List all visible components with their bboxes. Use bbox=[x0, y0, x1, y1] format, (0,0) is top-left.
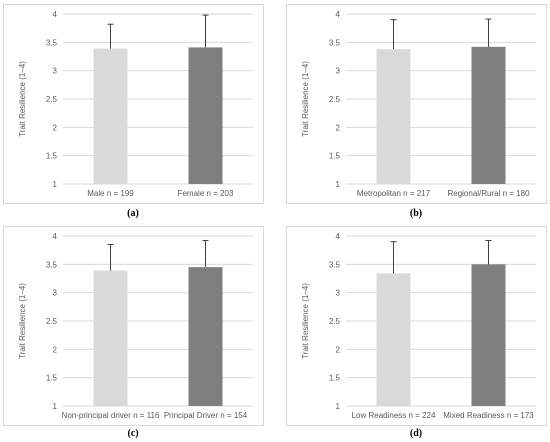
y-tick-label: 4 bbox=[53, 10, 58, 19]
y-tick-label: 2 bbox=[336, 345, 341, 354]
bar bbox=[93, 270, 128, 406]
panel-c-chart: 1 1.5 2 2.5 3 3.5 4 Trait Resilience (1–4) Non-p… bbox=[18, 232, 253, 420]
y-tick-label: 2.5 bbox=[329, 95, 341, 104]
bar bbox=[188, 47, 223, 184]
y-tick-label: 2 bbox=[53, 123, 58, 132]
panel-c-label: (c) bbox=[127, 428, 139, 439]
y-tick-label: 2.5 bbox=[329, 317, 341, 326]
bar bbox=[471, 46, 506, 184]
y-tick-label: 3.5 bbox=[329, 260, 341, 269]
y-tick-label: 4 bbox=[53, 232, 58, 241]
panel-d-label: (d) bbox=[409, 428, 423, 439]
y-tick-label: 2.5 bbox=[46, 95, 58, 104]
y-tick-label: 1 bbox=[53, 402, 58, 411]
bar bbox=[376, 49, 411, 185]
bar bbox=[188, 267, 223, 406]
y-tick-label: 4 bbox=[336, 10, 341, 19]
bar bbox=[471, 264, 506, 406]
panel-b-label: (b) bbox=[409, 208, 423, 219]
y-tick-label: 3.5 bbox=[46, 38, 58, 47]
y-tick-label: 3.5 bbox=[329, 38, 341, 47]
x-category-label: Metropolitan n = 217 bbox=[357, 189, 431, 198]
y-tick-label: 2 bbox=[53, 345, 58, 354]
panel-b-chart: 1 1.5 2 2.5 3 3.5 4 Trait Resilience (1–4) Metro… bbox=[301, 10, 536, 198]
x-category-label: Regional/Rural n = 180 bbox=[447, 189, 530, 198]
x-category-label: Female n = 203 bbox=[178, 189, 234, 198]
y-tick-label: 1.5 bbox=[329, 152, 341, 161]
y-tick-label: 3 bbox=[53, 289, 58, 298]
x-category-label: Principal Driver n = 154 bbox=[164, 411, 248, 420]
x-category-label: Male n = 199 bbox=[87, 189, 134, 198]
x-category-label: Low Readiness n = 224 bbox=[352, 411, 436, 420]
panel-d-chart: 1 1.5 2 2.5 3 3.5 4 Trait Resilience (1–4) Low R… bbox=[301, 232, 536, 420]
panel-a-label: (a) bbox=[127, 208, 139, 219]
y-tick-label: 4 bbox=[336, 232, 341, 241]
y-tick-label: 3 bbox=[336, 67, 341, 76]
y-tick-label: 3 bbox=[336, 289, 341, 298]
y-axis-label: Trait Resilience (1–4) bbox=[301, 283, 310, 359]
y-tick-label: 2.5 bbox=[46, 317, 58, 326]
x-category-label: Non-principal driver n = 116 bbox=[62, 411, 160, 420]
y-axis-label: Trait Resilience (1–4) bbox=[18, 283, 27, 359]
y-tick-label: 3.5 bbox=[46, 260, 58, 269]
panel-a-chart: 1 1.5 2 2.5 3 3.5 4 Trait Resilience (1–4) Male … bbox=[18, 10, 253, 198]
y-tick-label: 1 bbox=[53, 180, 58, 189]
bar bbox=[376, 273, 411, 406]
y-tick-label: 1 bbox=[336, 180, 341, 189]
bar bbox=[93, 48, 128, 184]
y-tick-label: 1.5 bbox=[46, 374, 58, 383]
y-axis-label: Trait Resilience (1–4) bbox=[18, 61, 27, 137]
y-tick-label: 1.5 bbox=[46, 152, 58, 161]
x-category-label: Mixed Readiness n = 173 bbox=[443, 411, 534, 420]
y-tick-label: 2 bbox=[336, 123, 341, 132]
y-tick-label: 1.5 bbox=[329, 374, 341, 383]
y-tick-label: 1 bbox=[336, 402, 341, 411]
y-tick-label: 3 bbox=[53, 67, 58, 76]
y-axis-label: Trait Resilience (1–4) bbox=[301, 61, 310, 137]
